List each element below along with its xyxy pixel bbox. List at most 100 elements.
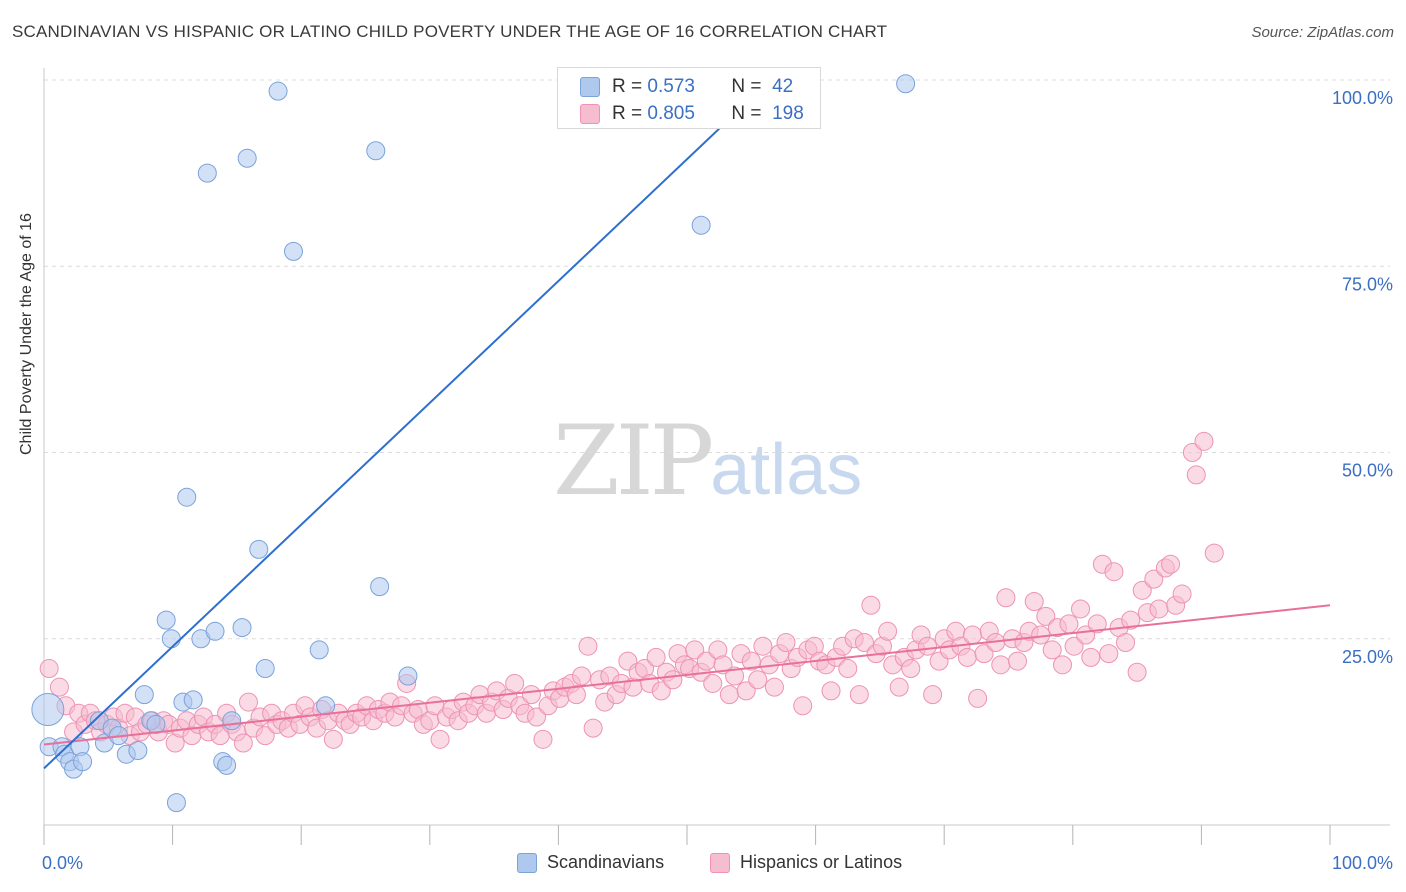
hispanic-point <box>1116 632 1136 652</box>
scandinavian-point <box>222 711 242 731</box>
scandinavian-point <box>183 690 203 710</box>
hispanic-point <box>578 636 598 656</box>
hispanic-point <box>533 729 553 749</box>
hispanic-point <box>974 644 994 664</box>
hispanic-point <box>719 685 739 705</box>
hispanic-point <box>1008 651 1028 671</box>
hispanic-point <box>663 670 683 690</box>
scandinavian-point <box>283 241 303 261</box>
y-tick-label: 75.0% <box>1342 274 1393 294</box>
hispanic-point <box>1042 640 1062 660</box>
watermark: ZIPatlas <box>553 405 862 517</box>
hispanic-point <box>1099 644 1119 664</box>
stats-n-value: 198 <box>772 103 804 124</box>
scandinavian-point <box>177 487 197 507</box>
x-tick-label: 0.0% <box>42 853 83 873</box>
hispanic-point <box>430 729 450 749</box>
hispanic-point <box>878 621 898 641</box>
legend-label-hispanics: Hispanics or Latinos <box>740 852 903 872</box>
hispanic-point <box>1149 599 1169 619</box>
hispanic-point <box>1024 592 1044 611</box>
legend-item-hispanics[interactable]: Hispanics or Latinos <box>710 852 902 873</box>
y-axis-label: Child Poverty Under the Age of 16 <box>18 213 35 455</box>
hispanic-point <box>1059 614 1079 634</box>
scandinavian-point <box>255 659 275 679</box>
hispanic-point <box>776 632 796 652</box>
hispanic-point <box>685 640 705 660</box>
x-tick-label: 100.0% <box>1332 853 1393 873</box>
hispanic-point <box>748 670 768 690</box>
stats-row-hispanic: R = 0.805 N = 198 <box>580 101 804 127</box>
hispanic-point <box>1081 647 1101 667</box>
hispanic-point <box>1194 431 1214 451</box>
hispanic-point <box>255 726 275 746</box>
legend-item-scandinavians[interactable]: Scandinavians <box>517 852 664 873</box>
hispanic-point <box>238 692 258 712</box>
stats-swatch-scandinavian <box>580 77 600 97</box>
hispanic-point <box>1071 599 1091 619</box>
scandinavian-point <box>205 621 225 641</box>
hispanic-point <box>968 688 988 708</box>
stats-r-label: R = <box>612 76 643 97</box>
hispanic-point <box>957 647 977 667</box>
scandinavian-point <box>166 793 186 813</box>
watermark-atlas: atlas <box>710 430 863 510</box>
y-tick-label: 50.0% <box>1342 461 1393 481</box>
hispanic-point <box>323 729 343 749</box>
scandinavian-point <box>398 666 418 686</box>
hispanic-point <box>233 733 253 753</box>
scandinavian-point <box>691 215 711 235</box>
hispanic-trend-line <box>43 604 1331 746</box>
hispanic-point <box>646 647 666 667</box>
hispanic-point <box>764 677 784 697</box>
hispanic-point <box>1127 662 1147 682</box>
y-tick-label: 25.0% <box>1342 647 1393 667</box>
chart-title: SCANDINAVIAN VS HISPANIC OR LATINO CHILD… <box>12 22 888 41</box>
stats-legend: R = 0.573 N = 42 R = 0.805 N = 198 <box>557 67 821 129</box>
hispanic-point <box>1204 543 1224 563</box>
stats-n-label: N = <box>731 103 762 124</box>
stats-r-value: 0.805 <box>647 103 695 124</box>
hispanic-point <box>1144 569 1164 589</box>
hispanic-point <box>651 681 671 701</box>
hispanic-point <box>1087 614 1107 634</box>
stats-n-value: 42 <box>772 76 794 97</box>
scandinavian-point <box>896 74 916 94</box>
hispanic-point <box>753 636 773 656</box>
scandinavian-point <box>161 629 181 649</box>
hispanic-point <box>1121 610 1141 630</box>
hispanic-point <box>962 625 982 645</box>
hispanic-point <box>741 651 761 671</box>
watermark-zip: ZIP <box>553 405 714 517</box>
hispanic-point <box>821 681 841 701</box>
scandinavian-point <box>309 640 329 660</box>
hispanic-point <box>1161 554 1181 574</box>
hispanic-point <box>566 685 586 705</box>
scandinavian-point <box>268 81 288 101</box>
stats-r-value: 0.573 <box>647 76 695 97</box>
hispanic-point <box>1104 562 1124 582</box>
scandinavian-point <box>134 685 154 705</box>
hispanic-point <box>991 655 1011 675</box>
scandinavian-point <box>73 752 93 772</box>
bottom-legend: Scandinavians Hispanics or Latinos <box>0 852 1406 878</box>
hispanic-point <box>572 666 592 686</box>
scandinavian-point <box>370 577 390 597</box>
hispanic-point <box>923 685 943 705</box>
scandinavian-point <box>156 610 176 630</box>
scandinavian-point <box>146 714 166 734</box>
hispanic-point <box>1182 443 1202 462</box>
hispanic-point <box>901 659 921 679</box>
hispanic-point <box>1172 584 1192 604</box>
hispanic-point <box>917 636 937 656</box>
hispanic-point <box>725 666 745 686</box>
stats-n-label: N = <box>731 76 762 97</box>
source-label: Source: ZipAtlas.com <box>1251 24 1394 41</box>
scandinavian-point <box>232 618 252 638</box>
hispanic-point <box>854 632 874 652</box>
hispanic-point <box>889 677 909 697</box>
scandinavian-point <box>366 141 386 161</box>
hispanic-point <box>583 718 603 738</box>
stats-row-scandinavian: R = 0.573 N = 42 <box>580 74 793 100</box>
